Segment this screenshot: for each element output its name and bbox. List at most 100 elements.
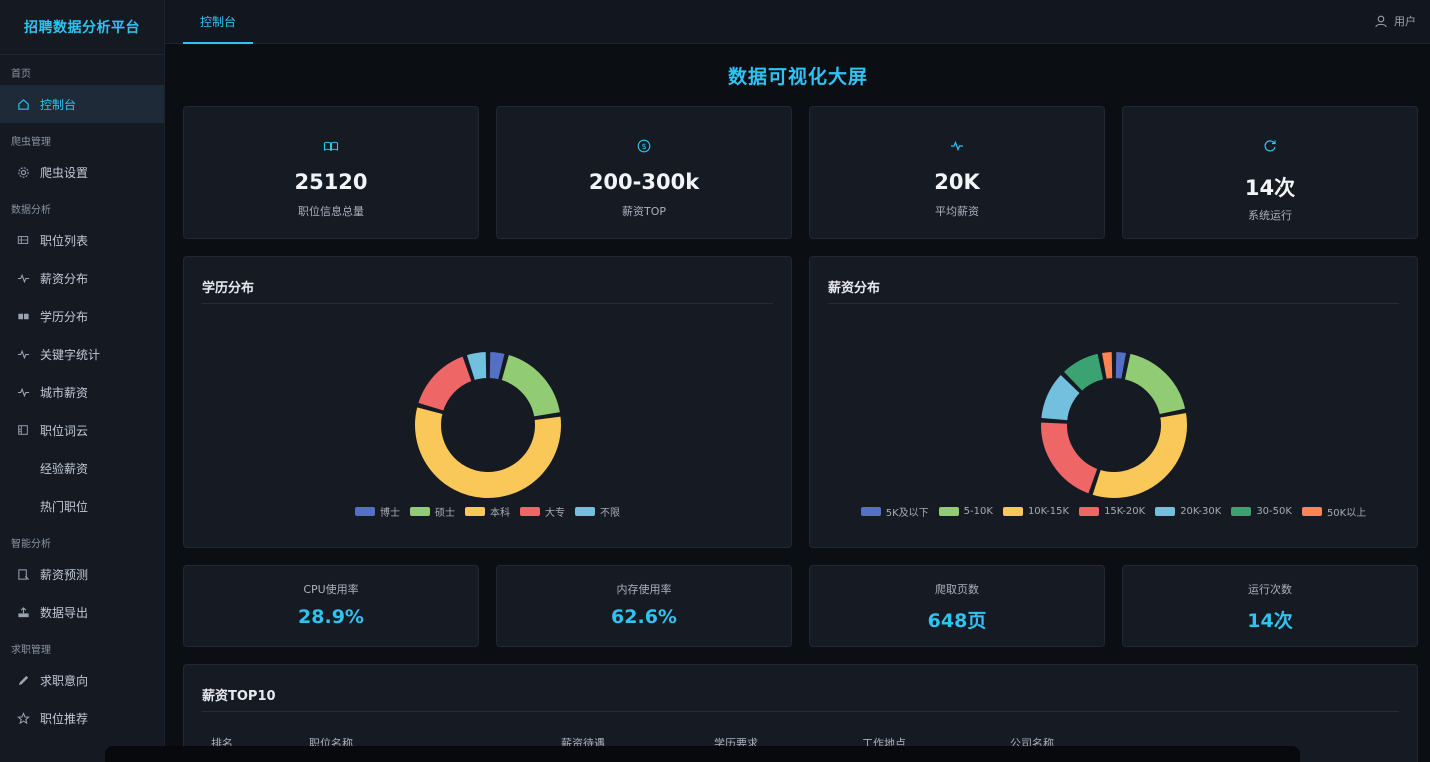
panel-title: 薪资分布 [828,281,881,296]
stat-card-salary-top: $ 200-300k 薪资TOP [496,106,792,239]
legend-item[interactable]: 5K及以下 [860,504,929,519]
tab-dashboard[interactable]: 控制台 [183,0,253,44]
sidebar-item-label: 关键字统计 [40,347,101,362]
education-panel: 学历分布 博士 硕士 本科 大专 不限 [183,256,792,548]
sidebar-item-label: 职位词云 [40,423,89,438]
pie-slice-硕士[interactable] [499,352,563,419]
pulse-icon [810,139,1104,153]
education-donut-chart [413,350,563,500]
pie-slice-15K-20K[interactable] [1039,420,1100,496]
pie-slice-5K及以下[interactable] [1113,350,1129,381]
metric-label: 运行次数 [1248,583,1292,596]
education-legend: 博士 硕士 本科 大专 不限 [184,504,791,519]
svg-text:$: $ [641,142,646,151]
stat-label: 薪资TOP [621,205,666,218]
sidebar-item-label: 数据导出 [40,605,89,620]
legend-item[interactable]: 5-10K [938,504,993,519]
divider [202,303,773,304]
salary-donut-chart [1039,350,1189,500]
pie-slice-不限[interactable] [464,350,489,383]
book-icon [184,139,478,153]
user-icon [1374,14,1388,28]
sidebar-item-label: 职位推荐 [40,711,89,726]
salary-panel: 薪资分布 5K及以下 5-10K 10K-15K 15K-20K 20K-30K 30-5… [809,256,1418,548]
stat-card-avg-salary: 20K 平均薪资 [809,106,1105,239]
salary-legend: 5K及以下 5-10K 10K-15K 15K-20K 20K-30K 30-50K 50K… [810,504,1417,519]
sidebar-item-job-list[interactable]: 职位列表 [0,221,164,259]
sidebar-item-hot-jobs[interactable]: 热门职位 [0,487,164,525]
sidebar-item-label: 学历分布 [40,309,89,324]
legend-item[interactable]: 50K以上 [1301,504,1367,519]
stat-card-total-jobs: 25120 职位信息总量 [183,106,479,239]
sidebar-item-word-cloud[interactable]: 职位词云 [0,411,164,449]
metric-value: 648页 [927,610,987,632]
list-icon [16,233,30,247]
pie-slice-本科[interactable] [413,405,563,500]
pie-slice-20K-30K[interactable] [1039,372,1082,423]
sidebar-item-education-dist[interactable]: 学历分布 [0,297,164,335]
stat-value: 200-300k [588,170,700,194]
legend-label: 50K以上 [1326,508,1367,519]
sidebar-item-job-recommend[interactable]: 职位推荐 [0,699,164,737]
user-menu[interactable]: 用户 [1374,13,1416,29]
pie-slice-博士[interactable] [487,350,507,382]
stat-card-system-runs: 14次 系统运行 [1122,106,1418,239]
metric-card-runs: 运行次数 14次 [1122,565,1418,647]
sidebar-item-crawler-settings[interactable]: 爬虫设置 [0,153,164,191]
pie-slice-大专[interactable] [416,354,474,413]
sidebar-item-label: 求职意向 [40,673,89,688]
legend-item[interactable]: 10K-15K [1002,504,1069,519]
sidebar-item-dashboard[interactable]: 控制台 [0,85,164,123]
legend-label: 20K-30K [1180,506,1222,517]
legend-swatch [410,507,430,516]
sidebar-item-label: 热门职位 [40,499,89,514]
legend-label: 博士 [380,508,400,519]
legend-item[interactable]: 硕士 [410,504,455,519]
legend-item[interactable]: 15K-20K [1079,504,1145,519]
pie-slice-30-50K[interactable] [1061,351,1106,393]
panel-title: 学历分布 [202,281,255,296]
legend-label: 本科 [490,508,510,519]
pulse-icon [16,271,30,285]
legend-label: 不限 [600,508,620,519]
legend-item[interactable]: 本科 [465,504,510,519]
gear-icon [16,165,30,179]
sidebar-item-label: 薪资预测 [40,567,89,582]
legend-item[interactable]: 30-50K [1231,504,1292,519]
home-icon [16,97,30,111]
sidebar-item-label: 职位列表 [40,233,89,248]
legend-swatch [860,507,881,516]
legend-item[interactable]: 博士 [355,504,400,519]
legend-swatch [938,507,959,516]
legend-item[interactable]: 20K-30K [1155,504,1221,519]
nav-group-smart: 智能分析 [11,539,51,550]
stat-label: 平均薪资 [935,205,979,218]
metric-label: 内存使用率 [616,583,672,596]
sidebar-item-label: 城市薪资 [40,385,89,400]
brand-title: 招聘数据分析平台 [0,0,164,55]
pie-slice-5-10K[interactable] [1122,351,1188,417]
metric-card-memory: 内存使用率 62.6% [496,565,792,647]
sidebar-item-city-salary[interactable]: 城市薪资 [0,373,164,411]
pie-slice-50K以上[interactable] [1099,350,1115,381]
metric-value: 14次 [1247,610,1293,632]
legend-label: 大专 [545,508,565,519]
sidebar-item-salary-dist[interactable]: 薪资分布 [0,259,164,297]
sidebar-item-job-intention[interactable]: 求职意向 [0,661,164,699]
legend-swatch [1231,507,1252,516]
legend-item[interactable]: 不限 [575,504,620,519]
star-icon [16,711,30,725]
sidebar-item-data-export[interactable]: 数据导出 [0,593,164,631]
legend-swatch [465,507,485,516]
legend-swatch [575,507,595,516]
sidebar-item-label: 薪资分布 [40,271,89,286]
pulse-icon [16,385,30,399]
divider [828,303,1399,304]
sidebar-item-experience-salary[interactable]: 经验薪资 [0,449,164,487]
sidebar-item-salary-predict[interactable]: 薪资预测 [0,555,164,593]
stat-value: 25120 [294,170,368,194]
sidebar-item-keyword-stats[interactable]: 关键字统计 [0,335,164,373]
legend-swatch [355,507,375,516]
pie-slice-10K-15K[interactable] [1090,410,1189,500]
legend-item[interactable]: 大专 [520,504,565,519]
